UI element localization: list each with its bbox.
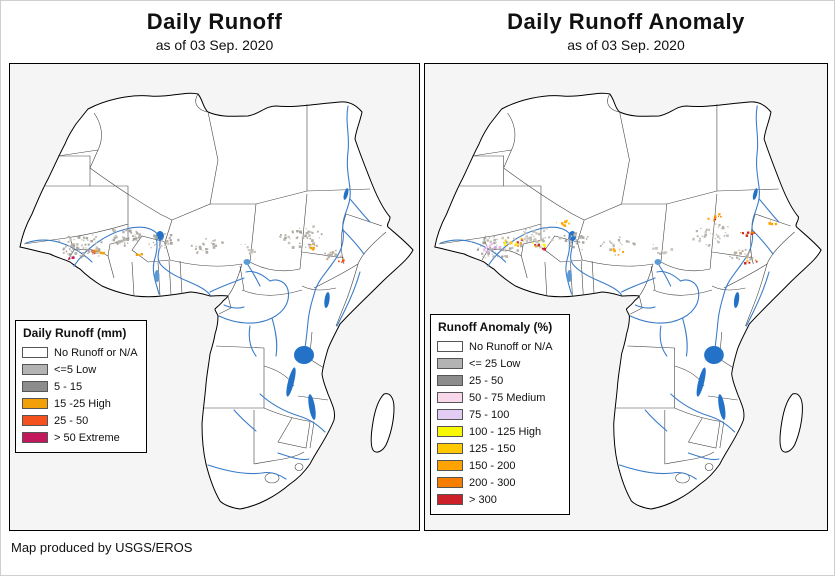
legend-label: 150 - 200 <box>469 459 516 472</box>
legend-item: 150 - 200 <box>437 457 561 474</box>
legend-item: 125 - 150 <box>437 440 561 457</box>
runoff-anomaly-legend: Runoff Anomaly (%) No Runoff or N/A <= 25… <box>430 314 570 515</box>
legend-item: 25 - 50 <box>22 412 138 429</box>
legend-label: <= 25 Low <box>469 357 521 370</box>
legend-swatch <box>437 494 463 505</box>
legend-item: 25 - 50 <box>437 372 561 389</box>
left-panel-subtitle: as of 03 Sep. 2020 <box>155 37 274 53</box>
legend-swatch <box>437 341 463 352</box>
legend-swatch <box>437 426 463 437</box>
daily-runoff-legend: Daily Runoff (mm) No Runoff or N/A <=5 Lo… <box>15 320 147 453</box>
legend-label: No Runoff or N/A <box>469 340 553 353</box>
legend-swatch <box>22 415 48 426</box>
legend-item: 15 -25 High <box>22 395 138 412</box>
africa-map-left <box>19 92 414 510</box>
legend-swatch <box>437 460 463 471</box>
legend-item: 5 - 15 <box>22 378 138 395</box>
legend-title: Daily Runoff (mm) <box>23 326 127 340</box>
legend-swatch <box>22 364 48 375</box>
legend-swatch <box>22 381 48 392</box>
legend-item: 100 - 125 High <box>437 423 561 440</box>
legend-item: > 300 <box>437 491 561 508</box>
right-panel-title: Daily Runoff Anomaly <box>507 9 745 34</box>
legend-item: > 50 Extreme <box>22 429 138 446</box>
legend-label: > 300 <box>469 493 497 506</box>
map-credit: Map produced by USGS/EROS <box>11 540 193 555</box>
legend-item: <= 25 Low <box>437 355 561 372</box>
legend-swatch <box>437 392 463 403</box>
legend-swatch <box>437 443 463 454</box>
legend-label: 75 - 100 <box>469 408 510 421</box>
legend-title: Runoff Anomaly (%) <box>438 320 553 334</box>
legend-swatch <box>437 477 463 488</box>
legend-label: 15 -25 High <box>54 397 111 410</box>
right-panel-subtitle: as of 03 Sep. 2020 <box>567 37 685 53</box>
left-panel-title: Daily Runoff <box>146 9 283 34</box>
legend-label: 125 - 150 <box>469 442 516 455</box>
anomaly-data-pixels <box>470 213 778 265</box>
runoff-data-pixels <box>58 225 345 263</box>
legend-label: 200 - 300 <box>469 476 516 489</box>
legend-swatch <box>22 398 48 409</box>
legend-swatch <box>437 375 463 386</box>
legend-label: 50 - 75 Medium <box>469 391 546 404</box>
legend-label: No Runoff or N/A <box>54 346 138 359</box>
legend-label: 100 - 125 High <box>469 425 542 438</box>
legend-label: 25 - 50 <box>54 414 89 427</box>
legend-swatch <box>22 432 48 443</box>
legend-label: > 50 Extreme <box>54 431 120 444</box>
legend-item: 200 - 300 <box>437 474 561 491</box>
legend-label: 25 - 50 <box>469 374 504 387</box>
runoff-anomaly-map: Runoff Anomaly (%) No Runoff or N/A <= 25… <box>424 63 828 531</box>
legend-item: 75 - 100 <box>437 406 561 423</box>
legend-item: No Runoff or N/A <box>22 344 138 361</box>
legend-item: 50 - 75 Medium <box>437 389 561 406</box>
legend-swatch <box>437 358 463 369</box>
legend-item: No Runoff or N/A <box>437 338 561 355</box>
legend-swatch <box>22 347 48 358</box>
daily-runoff-map: Daily Runoff (mm) No Runoff or N/A <=5 Lo… <box>9 63 420 531</box>
legend-label: <=5 Low <box>54 363 97 376</box>
legend-label: 5 - 15 <box>54 380 83 393</box>
legend-rows: No Runoff or N/A <=5 Low 5 - 15 15 -25 High… <box>22 344 138 446</box>
legend-item: <=5 Low <box>22 361 138 378</box>
legend-swatch <box>437 409 463 420</box>
legend-rows: No Runoff or N/A <= 25 Low 25 - 50 50 - 75 … <box>437 338 561 508</box>
africa-map-right <box>434 92 822 510</box>
